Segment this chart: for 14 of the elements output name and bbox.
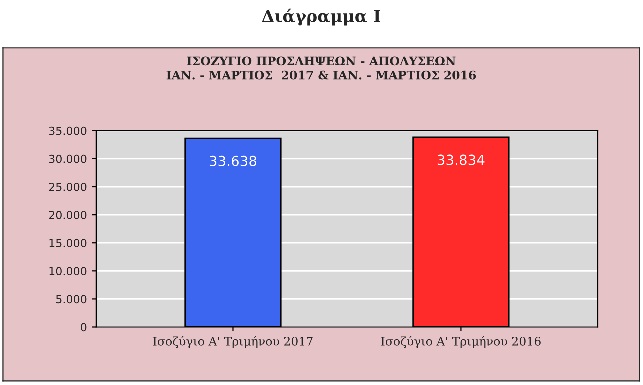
y-tick-label: 0 (81, 323, 87, 332)
y-tick-label: 15.000 (50, 239, 87, 248)
y-tick-label: 30.000 (49, 154, 87, 164)
chart-title: Διάγραμμα I (262, 8, 381, 26)
y-tick-label: 25.000 (49, 182, 87, 192)
chart-subtitle: ΙΣΟΖΥΓΙΟ ΠΡΟΣΛΗΨΕΩΝ - ΑΠΟΛΥΣΕΩΝ ΙΑΝ. - ΜΑΡΤΙΟΣ 2017 & ΙΑΝ. - ΜΑΡΤΙΟΣ 2016 (166, 56, 476, 80)
y-tick-label: 35.000 (49, 126, 87, 136)
y-tick-label: 10.000 (50, 267, 87, 276)
data-label: 33.638 (210, 156, 257, 166)
x-tick-label: Ισοζύγιο Α' Τριμήνου 2016 (381, 336, 541, 348)
y-tick-label: 20.000 (49, 211, 87, 220)
data-label: 33.834 (438, 154, 485, 166)
x-tick-label: Ισοζύγιο Α' Τριμήνου 2017 (153, 336, 313, 348)
y-tick-label: 5.000 (56, 295, 87, 304)
